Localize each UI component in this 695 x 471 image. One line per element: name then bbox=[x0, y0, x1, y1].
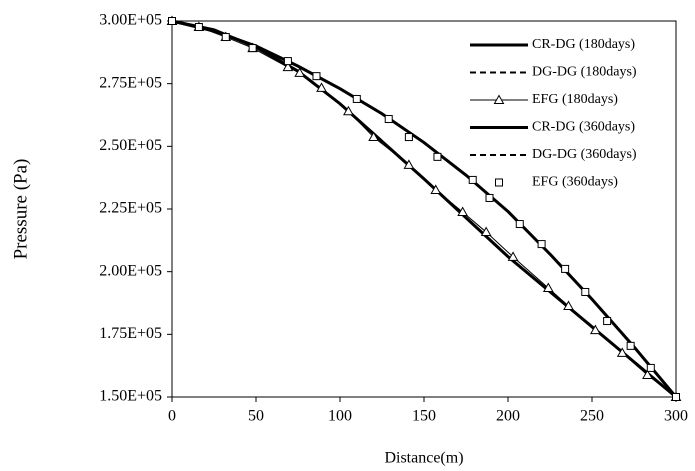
y-tick-label: 2.00E+05 bbox=[99, 262, 162, 279]
x-tick-label: 200 bbox=[496, 408, 520, 425]
data-point bbox=[642, 369, 653, 379]
data-point bbox=[457, 206, 468, 217]
data-point bbox=[485, 193, 494, 202]
data-point bbox=[590, 324, 601, 335]
data-point bbox=[430, 184, 442, 194]
data-point bbox=[468, 175, 477, 184]
data-point bbox=[283, 57, 292, 66]
x-tick-label: 250 bbox=[580, 408, 604, 425]
data-point bbox=[316, 82, 327, 92]
legend-label: EFG (180days) bbox=[532, 92, 618, 107]
series-line bbox=[171, 20, 677, 398]
data-point bbox=[433, 152, 442, 161]
legend-marker bbox=[495, 178, 503, 187]
legend-label: CR-DG (180days) bbox=[532, 37, 635, 52]
data-point bbox=[537, 240, 546, 249]
data-point bbox=[616, 347, 628, 357]
x-axis-label: Distance(m) bbox=[384, 450, 463, 467]
data-point bbox=[368, 131, 379, 142]
data-point bbox=[404, 133, 413, 142]
data-point bbox=[343, 105, 354, 116]
y-axis-label: Pressure (Pa) bbox=[10, 159, 31, 260]
data-point bbox=[221, 33, 230, 42]
data-point bbox=[282, 61, 294, 72]
data-point bbox=[626, 341, 635, 350]
x-tick-label: 150 bbox=[412, 408, 436, 425]
data-point bbox=[194, 23, 203, 32]
legend-marker bbox=[493, 94, 505, 104]
data-point bbox=[672, 393, 680, 401]
y-tick-label: 1.50E+05 bbox=[99, 388, 162, 405]
legend-label: EFG (360days) bbox=[532, 175, 618, 190]
y-tick-label: 1.75E+05 bbox=[99, 325, 162, 342]
data-point bbox=[352, 94, 361, 103]
data-point bbox=[603, 317, 612, 326]
data-point bbox=[563, 300, 574, 311]
legend-label: DG-DG (180days) bbox=[532, 65, 637, 80]
y-tick-label: 3.00E+05 bbox=[99, 12, 162, 29]
data-point bbox=[646, 363, 655, 372]
data-point bbox=[507, 251, 519, 261]
data-point bbox=[248, 44, 257, 53]
y-tick-label: 2.50E+05 bbox=[99, 137, 162, 154]
data-point bbox=[480, 226, 492, 237]
x-tick-label: 100 bbox=[328, 408, 352, 425]
legend-label: CR-DG (360days) bbox=[532, 120, 635, 135]
data-point bbox=[168, 17, 176, 25]
data-point bbox=[515, 220, 524, 229]
data-point bbox=[581, 287, 590, 296]
x-tick-label: 50 bbox=[248, 408, 264, 425]
data-point bbox=[403, 159, 415, 169]
data-point bbox=[561, 264, 570, 273]
data-point bbox=[312, 72, 321, 81]
data-point bbox=[384, 115, 393, 124]
x-tick-label: 0 bbox=[168, 408, 176, 425]
series-line bbox=[171, 20, 677, 398]
y-tick-label: 2.75E+05 bbox=[99, 74, 162, 91]
data-point bbox=[294, 67, 306, 77]
x-tick-label: 300 bbox=[664, 408, 688, 425]
y-tick-label: 2.25E+05 bbox=[99, 200, 162, 217]
legend-label: DG-DG (360days) bbox=[532, 147, 637, 162]
data-point bbox=[542, 282, 554, 292]
